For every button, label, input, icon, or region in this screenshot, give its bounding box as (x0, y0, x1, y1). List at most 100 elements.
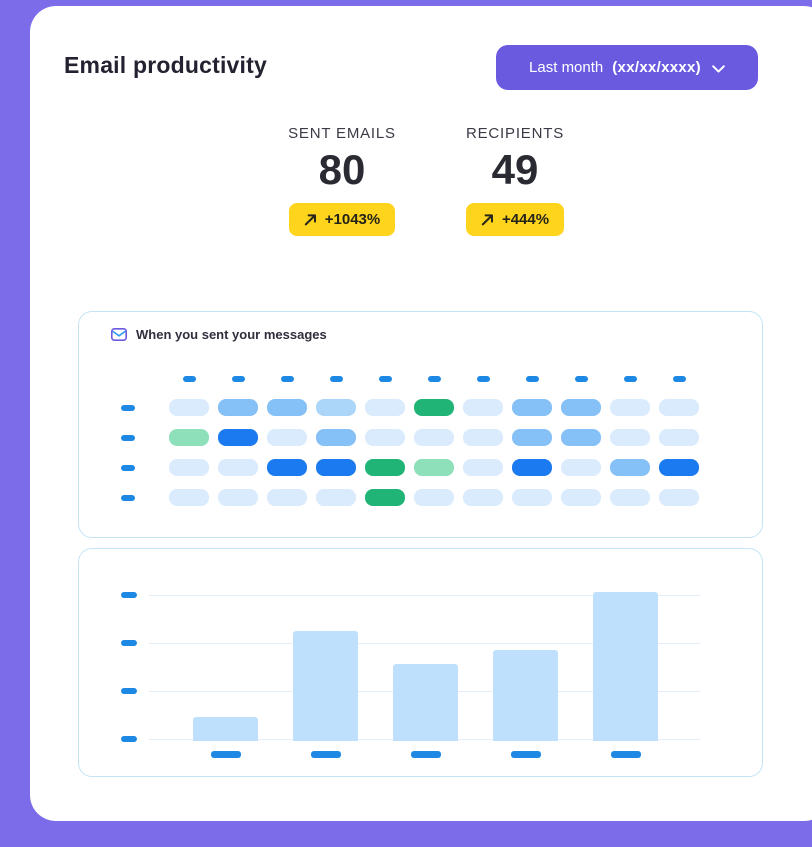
bar (493, 650, 558, 741)
heatmap-cell (659, 399, 699, 416)
heatmap-cell (365, 459, 405, 476)
delta-badge: +1043% (288, 203, 396, 237)
heatmap-col-tick (378, 376, 392, 382)
bar (293, 631, 358, 741)
heatmap-cell (414, 489, 454, 506)
heatmap-cell (463, 429, 503, 446)
bar (393, 664, 458, 741)
heatmap-cell (316, 489, 356, 506)
heatmap-cell (365, 399, 405, 416)
bar (193, 717, 258, 741)
heatmap-cell (463, 489, 503, 506)
bar-x-tick (310, 751, 341, 758)
heatmap-cell (463, 459, 503, 476)
mail-icon (111, 328, 127, 341)
heatmap-row-tick (121, 434, 135, 441)
bar-chart-panel (78, 548, 763, 777)
bar-chart-area (79, 549, 762, 776)
heatmap-cell (316, 459, 356, 476)
heatmap-cell (659, 489, 699, 506)
bar-y-tick (121, 592, 137, 598)
bar-gridline (149, 595, 701, 596)
heatmap-cell (561, 459, 601, 476)
heatmap-cell (659, 459, 699, 476)
heatmap-col-tick (623, 376, 637, 382)
heatmap-col-tick (329, 376, 343, 382)
delta-value: +1043% (324, 211, 381, 229)
heatmap-cell (169, 429, 209, 446)
heatmap-cell (267, 489, 307, 506)
heatmap-cell (463, 399, 503, 416)
bar-y-tick (121, 736, 137, 742)
heatmap-panel: When you sent your messages (78, 311, 763, 538)
delta-value: +444% (501, 211, 550, 229)
trend-up-icon (304, 214, 316, 226)
heatmap-row-tick (121, 404, 135, 411)
stat-value: 80 (318, 146, 366, 193)
stat-value: 49 (491, 146, 539, 193)
heatmap-col-tick (672, 376, 686, 382)
heatmap-col-tick (574, 376, 588, 382)
heatmap-cell (610, 399, 650, 416)
heatmap-cell (414, 459, 454, 476)
bar-x-tick (410, 751, 441, 758)
heatmap-cell (610, 489, 650, 506)
heatmap-cell (218, 399, 258, 416)
heatmap-cell (218, 429, 258, 446)
heatmap-cell (512, 459, 552, 476)
heatmap-title: When you sent your messages (136, 327, 327, 342)
heatmap-cell (610, 429, 650, 446)
bar-y-tick (121, 640, 137, 646)
heatmap-cell (169, 459, 209, 476)
bar-x-tick (610, 751, 641, 758)
heatmap-cell (561, 429, 601, 446)
heatmap-col-tick (476, 376, 490, 382)
stat-label: SENT EMAILS (288, 125, 396, 142)
bar (593, 592, 658, 741)
heatmap-cell (316, 399, 356, 416)
heatmap-row-tick (121, 464, 135, 471)
heatmap-grid (79, 312, 762, 537)
delta-badge: +444% (465, 203, 565, 237)
heatmap-col-tick (280, 376, 294, 382)
heatmap-col-tick (231, 376, 245, 382)
trend-up-icon (481, 214, 493, 226)
period-selector-button[interactable]: Last month (xx/xx/xxxx) (496, 45, 758, 90)
period-label: Last month (529, 59, 604, 76)
heatmap-cell (267, 399, 307, 416)
heatmap-cell (316, 429, 356, 446)
heatmap-cell (267, 429, 307, 446)
heatmap-cell (267, 459, 307, 476)
heatmap-cell (414, 429, 454, 446)
bar-y-tick (121, 688, 137, 694)
heatmap-cell (512, 399, 552, 416)
bar-x-tick (210, 751, 241, 758)
heatmap-cell (218, 459, 258, 476)
heatmap-col-tick (525, 376, 539, 382)
chevron-down-icon (712, 64, 725, 73)
bar-gridline (149, 643, 701, 644)
stat-recipients: RECIPIENTS 49 +444% (405, 125, 625, 237)
heatmap-cell (610, 459, 650, 476)
page-title: Email productivity (64, 52, 267, 78)
main-card: Email productivity Last month (xx/xx/xxx… (30, 6, 812, 821)
heatmap-cell (169, 399, 209, 416)
stat-label: RECIPIENTS (465, 125, 564, 142)
heatmap-cell (365, 429, 405, 446)
heatmap-cell (414, 399, 454, 416)
bar-x-tick (510, 751, 541, 758)
stat-sent-emails: SENT EMAILS 80 +1043% (232, 125, 452, 237)
heatmap-cell (365, 489, 405, 506)
heatmap-col-tick (182, 376, 196, 382)
heatmap-cell (659, 429, 699, 446)
heatmap-col-tick (427, 376, 441, 382)
heatmap-cell (561, 399, 601, 416)
period-value: (xx/xx/xxxx) (612, 59, 701, 76)
heatmap-row-tick (121, 494, 135, 501)
heatmap-cell (218, 489, 258, 506)
heatmap-cell (169, 489, 209, 506)
heatmap-panel-header: When you sent your messages (111, 327, 327, 342)
heatmap-cell (512, 429, 552, 446)
heatmap-cell (561, 489, 601, 506)
